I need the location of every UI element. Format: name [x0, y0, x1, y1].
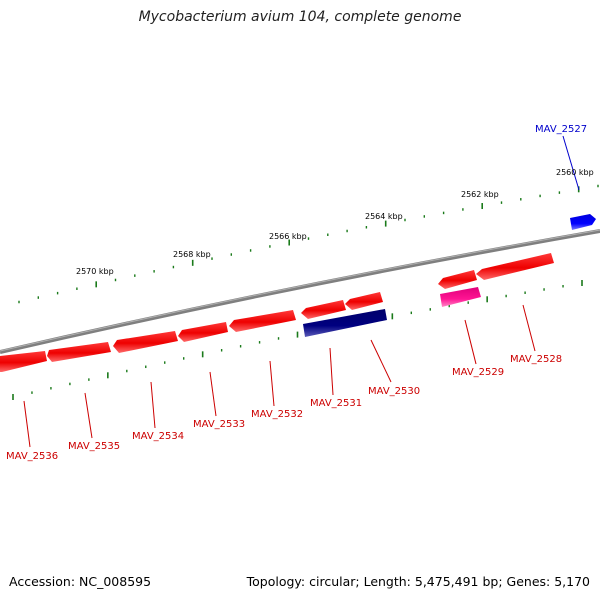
accession-text: Accession: NC_008595: [9, 574, 152, 589]
gene-mav-2528: [476, 253, 554, 280]
callout-mav-2536: [23, 400, 31, 448]
ruler-label-2562: 2562 kbp: [461, 190, 499, 199]
gene-label-mav-2530[interactable]: MAV_2530: [368, 386, 420, 397]
callout-mav-2527: [562, 135, 580, 191]
callout-mav-2535: [84, 392, 93, 439]
callout-mav-2528: [522, 304, 536, 352]
map-title: Mycobacterium avium 104, complete genome: [138, 9, 462, 25]
gene-label-mav-2528[interactable]: MAV_2528: [510, 354, 562, 365]
gene-label-mav-2531[interactable]: MAV_2531: [310, 398, 362, 409]
gene-mav-2534: [113, 331, 178, 353]
ruler-label-2566: 2566 kbp: [269, 232, 307, 241]
callout-mav-2533: [209, 371, 217, 417]
gene-label-mav-2534[interactable]: MAV_2534: [132, 431, 184, 442]
gene-mav-2533: [178, 322, 228, 342]
callout-mav-2532: [269, 360, 275, 407]
callout-mav-2530: [370, 339, 392, 383]
ruler-label-2560: 2560 kbp: [556, 168, 594, 177]
callout-mav-2534: [150, 381, 156, 429]
gene-label-mav-2532[interactable]: MAV_2532: [251, 409, 303, 420]
gene-label-mav-2529[interactable]: MAV_2529: [452, 367, 504, 378]
gene-mav-2532: [229, 310, 296, 332]
genome-backbone: [0, 229, 600, 354]
callout-mav-2531: [329, 347, 334, 396]
genome-backbone-highlight: [0, 229, 600, 352]
gene-label-mav-2535[interactable]: MAV_2535: [68, 441, 120, 452]
gene-mav-2530b: [345, 292, 383, 310]
gene-mav-2530: [303, 309, 387, 337]
ruler-label-2570: 2570 kbp: [76, 267, 114, 276]
gene-label-mav-2533[interactable]: MAV_2533: [193, 419, 245, 430]
gene-label-mav-2536[interactable]: MAV_2536: [6, 451, 58, 462]
gene-label-mav-2527[interactable]: MAV_2527: [535, 124, 587, 135]
ruler-label-2568: 2568 kbp: [173, 250, 211, 259]
callout-mav-2529: [464, 319, 477, 365]
gene-mav-2531: [301, 300, 346, 319]
gene-mav-2527: [570, 214, 596, 230]
gene-mav-2535: [47, 342, 111, 362]
gene-mav-2529b: [438, 270, 477, 289]
genome-summary-text: Topology: circular; Length: 5,475,491 bp…: [246, 574, 590, 589]
gene-mav-2536: [0, 351, 47, 372]
ruler-label-2564: 2564 kbp: [365, 212, 403, 221]
gene-mav-2529: [440, 287, 481, 307]
